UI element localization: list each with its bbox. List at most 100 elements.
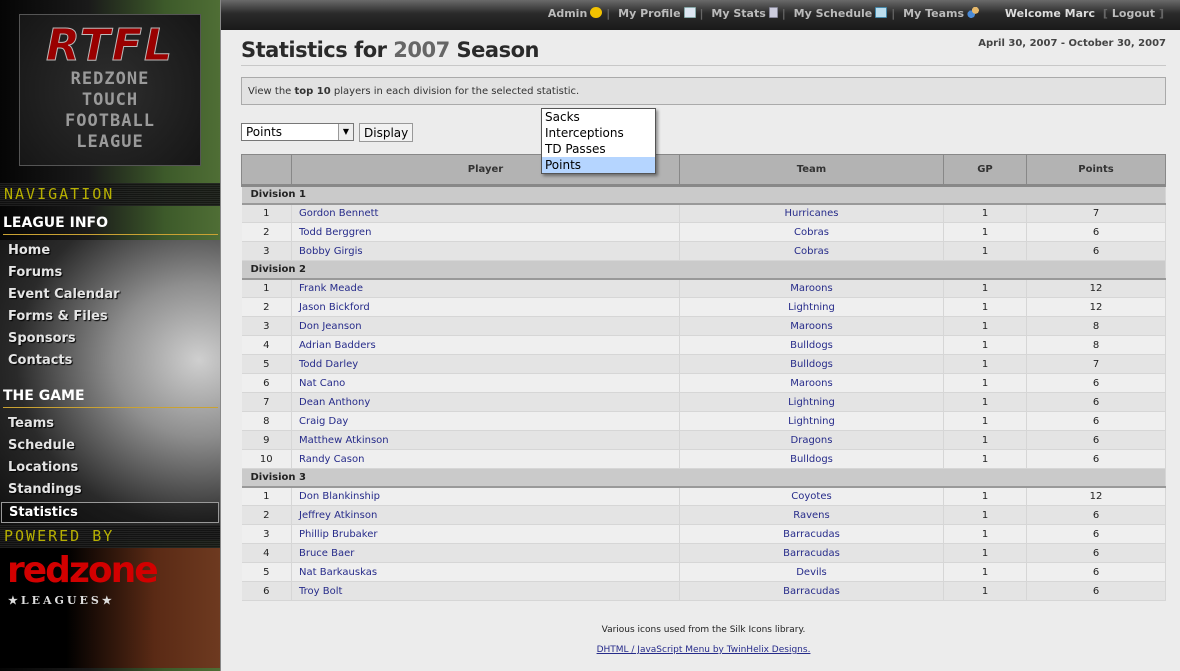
- team-link[interactable]: Lightning: [679, 411, 944, 431]
- player-link[interactable]: Nat Cano: [291, 373, 680, 393]
- table-row: 3 Don Jeanson Maroons 1 8: [241, 316, 1166, 336]
- games-played: 1: [943, 411, 1027, 431]
- team-link[interactable]: Dragons: [679, 430, 944, 450]
- welcome-text: Welcome Marc: [1004, 7, 1095, 20]
- table-row: 6 Nat Cano Maroons 1 6: [241, 373, 1166, 393]
- rank: 4: [241, 543, 292, 563]
- games-played: 1: [943, 278, 1027, 298]
- points: 6: [1026, 524, 1166, 544]
- sidebar-item-forums[interactable]: Forums: [8, 265, 63, 280]
- option-td-passes[interactable]: TD Passes: [545, 142, 606, 156]
- redzone-leagues-logo[interactable]: redzone ★LEAGUES★: [0, 548, 220, 668]
- team-link[interactable]: Lightning: [679, 297, 944, 317]
- team-link[interactable]: Devils: [679, 562, 944, 582]
- team-link[interactable]: Barracudas: [679, 543, 944, 563]
- team-link[interactable]: Bulldogs: [679, 354, 944, 374]
- column-header[interactable]: GP: [943, 154, 1027, 187]
- games-played: 1: [943, 354, 1027, 374]
- rank: 2: [241, 297, 292, 317]
- division-label: Division 1: [241, 185, 1166, 205]
- brand-wordmark: redzone: [7, 550, 159, 591]
- player-link[interactable]: Phillip Brubaker: [291, 524, 680, 544]
- sidebar-item-forms-files[interactable]: Forms & Files: [8, 309, 108, 324]
- team-link[interactable]: Barracudas: [679, 581, 944, 601]
- table-row: 5 Todd Darley Bulldogs 1 7: [241, 354, 1166, 374]
- team-link[interactable]: Bulldogs: [679, 449, 944, 469]
- team-link[interactable]: Ravens: [679, 505, 944, 525]
- sidebar-item-teams[interactable]: Teams: [8, 416, 55, 431]
- player-link[interactable]: Todd Berggren: [291, 222, 680, 242]
- logout-link[interactable]: Logout: [1111, 7, 1155, 20]
- player-link[interactable]: Adrian Badders: [291, 335, 680, 355]
- player-link[interactable]: Jeffrey Atkinson: [291, 505, 680, 525]
- team-link[interactable]: Coyotes: [679, 486, 944, 506]
- sidebar-item-schedule[interactable]: Schedule: [8, 438, 75, 453]
- points: 12: [1026, 278, 1166, 298]
- sidebar-item-locations[interactable]: Locations: [8, 460, 79, 475]
- team-link[interactable]: Lightning: [679, 392, 944, 412]
- column-header[interactable]: Points: [1026, 154, 1166, 187]
- sidebar-item-event-calendar[interactable]: Event Calendar: [8, 287, 120, 302]
- sidebar-item-standings[interactable]: Standings: [8, 482, 82, 497]
- star-icon: [590, 7, 603, 18]
- rank: 1: [241, 203, 292, 223]
- division-label: Division 2: [241, 260, 1166, 280]
- player-link[interactable]: Craig Day: [291, 411, 680, 431]
- player-link[interactable]: Bruce Baer: [291, 543, 680, 563]
- team-link[interactable]: Hurricanes: [679, 203, 944, 223]
- my-profile-link[interactable]: My Profile: [618, 7, 696, 20]
- rank: 3: [241, 316, 292, 336]
- chevron-down-icon[interactable]: ▼: [338, 124, 353, 140]
- sidebar-item-home[interactable]: Home: [8, 243, 51, 258]
- my-schedule-link[interactable]: My Schedule: [794, 7, 888, 20]
- games-played: 1: [943, 373, 1027, 393]
- table-row: 1 Frank Meade Maroons 1 12: [241, 278, 1166, 298]
- player-link[interactable]: Jason Bickford: [291, 297, 680, 317]
- my-stats-link[interactable]: My Stats: [711, 7, 778, 20]
- option-interceptions[interactable]: Interceptions: [545, 126, 624, 140]
- player-link[interactable]: Bobby Girgis: [291, 241, 680, 261]
- team-link[interactable]: Cobras: [679, 222, 944, 242]
- points: 6: [1026, 373, 1166, 393]
- display-button[interactable]: Display: [359, 123, 414, 142]
- player-link[interactable]: Don Jeanson: [291, 316, 680, 336]
- sidebar-item-contacts[interactable]: Contacts: [8, 353, 73, 368]
- points: 6: [1026, 543, 1166, 563]
- games-played: 1: [943, 392, 1027, 412]
- player-link[interactable]: Nat Barkauskas: [291, 562, 680, 582]
- player-link[interactable]: Matthew Atkinson: [291, 430, 680, 450]
- division-row: Division 1: [241, 185, 1166, 205]
- column-header[interactable]: Team: [679, 154, 944, 187]
- points: 7: [1026, 354, 1166, 374]
- table-row: 5 Nat Barkauskas Devils 1 6: [241, 562, 1166, 582]
- team-link[interactable]: Maroons: [679, 373, 944, 393]
- player-link[interactable]: Randy Cason: [291, 449, 680, 469]
- team-link[interactable]: Maroons: [679, 316, 944, 336]
- admin-link[interactable]: Admin: [548, 7, 603, 20]
- sidebar-item-sponsors[interactable]: Sponsors: [8, 331, 76, 346]
- player-link[interactable]: Todd Darley: [291, 354, 680, 374]
- team-link[interactable]: Bulldogs: [679, 335, 944, 355]
- games-played: 1: [943, 316, 1027, 336]
- footer-credits-menu[interactable]: DHTML / JavaScript Menu by TwinHelix Des…: [596, 645, 811, 655]
- statistic-select[interactable]: Points ▼: [241, 123, 354, 141]
- table-row: 2 Todd Berggren Cobras 1 6: [241, 222, 1166, 242]
- option-points[interactable]: Points: [542, 157, 655, 173]
- player-link[interactable]: Dean Anthony: [291, 392, 680, 412]
- column-header[interactable]: [241, 154, 292, 187]
- player-link[interactable]: Frank Meade: [291, 278, 680, 298]
- team-link[interactable]: Maroons: [679, 278, 944, 298]
- sidebar-item-statistics[interactable]: Statistics: [1, 502, 219, 523]
- league-logo[interactable]: RTFL REDZONE TOUCH FOOTBALL LEAGUE: [19, 14, 201, 166]
- team-link[interactable]: Barracudas: [679, 524, 944, 544]
- logo-line: FOOTBALL: [65, 111, 155, 131]
- points: 8: [1026, 335, 1166, 355]
- my-teams-link[interactable]: My Teams: [903, 7, 980, 20]
- player-link[interactable]: Gordon Bennett: [291, 203, 680, 223]
- option-sacks[interactable]: Sacks: [545, 110, 580, 124]
- brand-subtitle: ★LEAGUES★: [8, 594, 115, 607]
- team-link[interactable]: Cobras: [679, 241, 944, 261]
- player-link[interactable]: Troy Bolt: [291, 581, 680, 601]
- player-link[interactable]: Don Blankinship: [291, 486, 680, 506]
- statistics-table: Player Team GP Points Division 1 1 Gordon Benn…: [241, 154, 1166, 601]
